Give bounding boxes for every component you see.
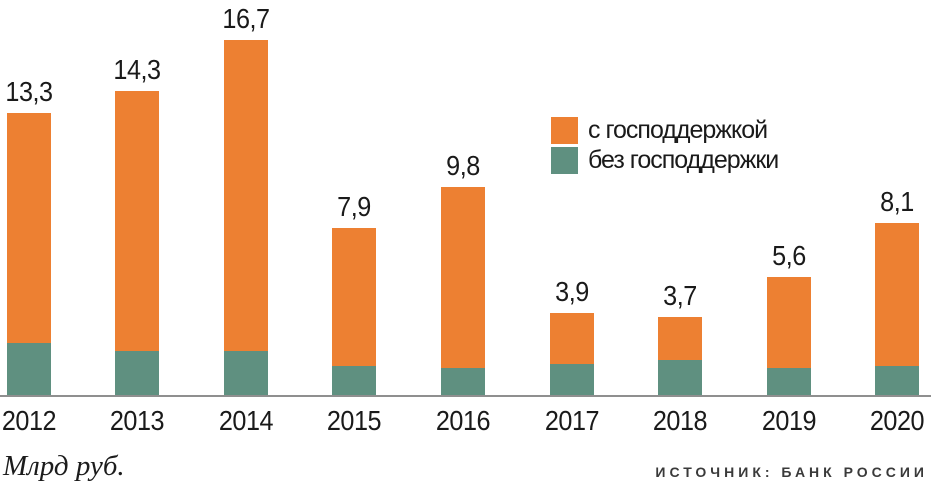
source-label: ИСТОЧНИК: БАНК РОССИИ [655,464,928,480]
bar-2019 [766,277,811,396]
legend-swatch-with-support [551,117,578,144]
x-axis-label-2020: 2020 [870,405,925,436]
bar-2017 [549,313,594,396]
x-axis-label-2017: 2017 [544,405,599,436]
bar-segment-without-support-2017 [549,364,594,396]
bar-value-label-2020: 8,1 [880,186,915,217]
legend-label-with-support: с господдержкой [588,116,768,144]
bar-value-label-2018: 3,7 [663,280,697,311]
legend-item-without-support: без господдержки [551,146,779,174]
bar-segment-without-support-2020 [875,366,920,396]
bar-segment-without-support-2018 [658,360,703,396]
x-axis-label-2019: 2019 [761,405,817,436]
bar-value-label-2016: 9,8 [446,150,480,181]
bar-2012 [6,113,51,396]
bar-2020 [875,223,920,396]
x-axis-label-2014: 2014 [218,405,274,436]
bar-2014 [223,40,268,396]
legend-swatch-without-support [551,147,578,174]
bar-value-label-2013: 14,3 [113,54,161,85]
bar-value-label-2017: 3,9 [554,276,589,307]
x-axis-label-2015: 2015 [327,405,382,436]
bar-segment-without-support-2014 [223,351,268,396]
bar-2018 [658,317,703,396]
bar-segment-without-support-2015 [332,366,377,396]
bar-value-label-2012: 13,3 [4,76,53,107]
bar-2016 [440,187,485,396]
x-axis-label-2018: 2018 [652,405,708,436]
bar-segment-without-support-2013 [115,351,160,396]
bar-2013 [115,91,160,396]
x-axis-line [0,395,931,397]
value-units-label: Млрд руб. [3,450,125,482]
x-axis-label-2013: 2013 [109,405,165,436]
bar-value-label-2014: 16,7 [222,3,270,34]
bar-value-label-2019: 5,6 [771,240,806,271]
bar-segment-without-support-2019 [766,368,811,396]
bar-segment-without-support-2012 [6,343,51,396]
legend: с господдержкой без господдержки [551,117,779,177]
bar-value-label-2015: 7,9 [337,191,372,222]
x-axis-label-2012: 2012 [1,405,56,436]
bar-2015 [332,228,377,396]
legend-item-with-support: с господдержкой [551,117,778,144]
x-axis-label-2016: 2016 [435,405,491,436]
bar-segment-without-support-2016 [440,368,485,396]
legend-label-without-support: без господдержки [588,146,779,174]
